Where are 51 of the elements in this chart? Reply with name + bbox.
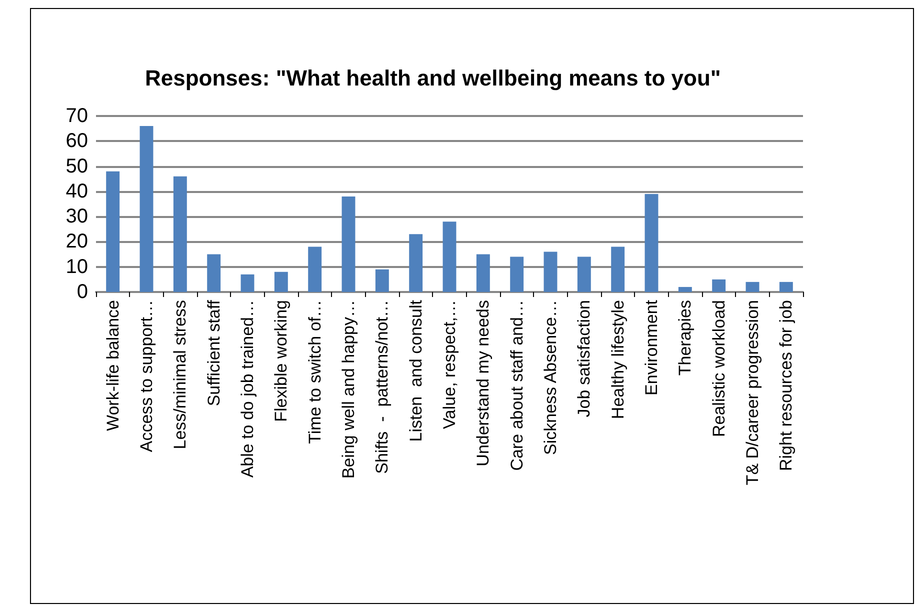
bar: [611, 246, 625, 292]
x-tick-label: Environment: [642, 300, 661, 396]
y-tick-label: 30: [66, 206, 88, 228]
x-tick-label: Realistic workload: [709, 300, 728, 437]
bar: [140, 126, 154, 292]
x-tick-label: Care about staff and…: [507, 300, 526, 471]
bar: [544, 252, 558, 292]
bar: [375, 269, 389, 292]
bar: [342, 196, 356, 292]
bar: [510, 256, 524, 292]
bar: [678, 286, 692, 292]
y-tick-label: 70: [66, 105, 88, 127]
x-tick-label: Work-life balance: [103, 300, 122, 432]
bar: [442, 222, 456, 292]
x-tick-label: Time to switch of…: [305, 300, 324, 444]
bar: [712, 279, 726, 292]
bar: [106, 171, 120, 292]
bar: [173, 176, 187, 292]
bar: [240, 274, 254, 292]
x-tick-label: Shifts - patterns/not…: [372, 300, 392, 474]
x-tick-label: Access to support…: [137, 300, 156, 452]
y-tick-label: 0: [76, 281, 88, 303]
bar: [308, 246, 322, 292]
bar: [207, 254, 221, 292]
x-tick-label: Sickness Absence…: [541, 300, 560, 455]
x-tick-label: Therapies: [676, 300, 695, 376]
x-tick-label: Right resources for job: [776, 300, 796, 472]
x-tick-label: Healthy lifestyle: [608, 300, 628, 420]
bar: [577, 256, 591, 292]
x-tick-label: Job satisfaction: [574, 300, 594, 418]
y-tick-label: 40: [66, 180, 88, 202]
x-tick-label: Flexible working: [272, 300, 291, 422]
x-tick-label: Listen and consult: [406, 300, 426, 442]
y-tick-label: 60: [66, 130, 88, 152]
x-tick-label: Sufficient staff: [204, 300, 224, 406]
bar: [644, 194, 658, 292]
bar: [746, 282, 760, 292]
bar: [409, 234, 423, 292]
x-tick-label: Value, respect,…: [440, 300, 459, 430]
x-tick-label: Understand my needs: [474, 300, 493, 466]
y-tick-label: 20: [66, 230, 88, 253]
x-tick-label: Able to do job trained…: [238, 300, 257, 478]
y-tick-label: 50: [66, 155, 88, 178]
bar: [274, 272, 288, 292]
bar: [779, 282, 793, 292]
x-tick-label: Being well and happy…: [339, 300, 358, 479]
x-tick-label: Less/minimal stress: [170, 300, 190, 450]
bar: [476, 254, 490, 292]
y-tick-label: 10: [66, 256, 88, 278]
chart-title: Responses: "What health and wellbeing means to you": [145, 66, 721, 90]
x-tick-label: T& D/career progression: [743, 300, 762, 486]
